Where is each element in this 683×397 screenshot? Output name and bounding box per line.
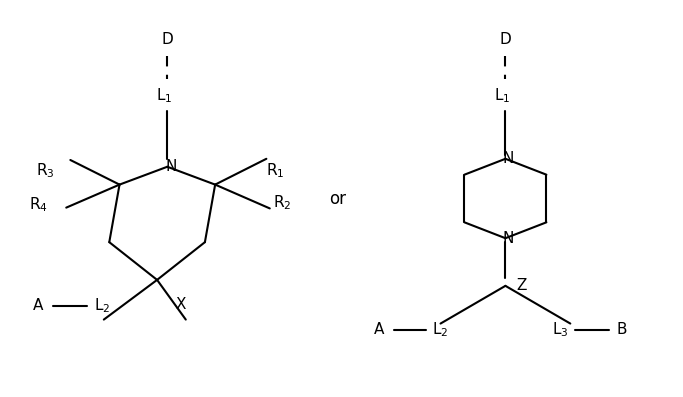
Text: Z: Z xyxy=(516,278,527,293)
Text: B: B xyxy=(616,322,627,337)
Text: or: or xyxy=(330,189,346,208)
Text: N: N xyxy=(503,231,514,246)
Text: R$_3$: R$_3$ xyxy=(36,161,55,180)
Text: R$_2$: R$_2$ xyxy=(273,193,292,212)
Text: N: N xyxy=(165,159,176,174)
Text: A: A xyxy=(374,322,385,337)
Text: R$_1$: R$_1$ xyxy=(266,161,285,180)
Text: D: D xyxy=(161,32,173,47)
Text: X: X xyxy=(176,297,186,312)
Text: L$_2$: L$_2$ xyxy=(94,296,111,315)
Text: L$_2$: L$_2$ xyxy=(432,320,449,339)
Text: A: A xyxy=(32,298,43,313)
Text: R$_4$: R$_4$ xyxy=(29,195,48,214)
Text: N: N xyxy=(503,151,514,166)
Text: D: D xyxy=(499,32,512,47)
Text: L$_1$: L$_1$ xyxy=(494,86,510,105)
Text: L$_3$: L$_3$ xyxy=(552,320,568,339)
Text: L$_1$: L$_1$ xyxy=(156,86,172,105)
